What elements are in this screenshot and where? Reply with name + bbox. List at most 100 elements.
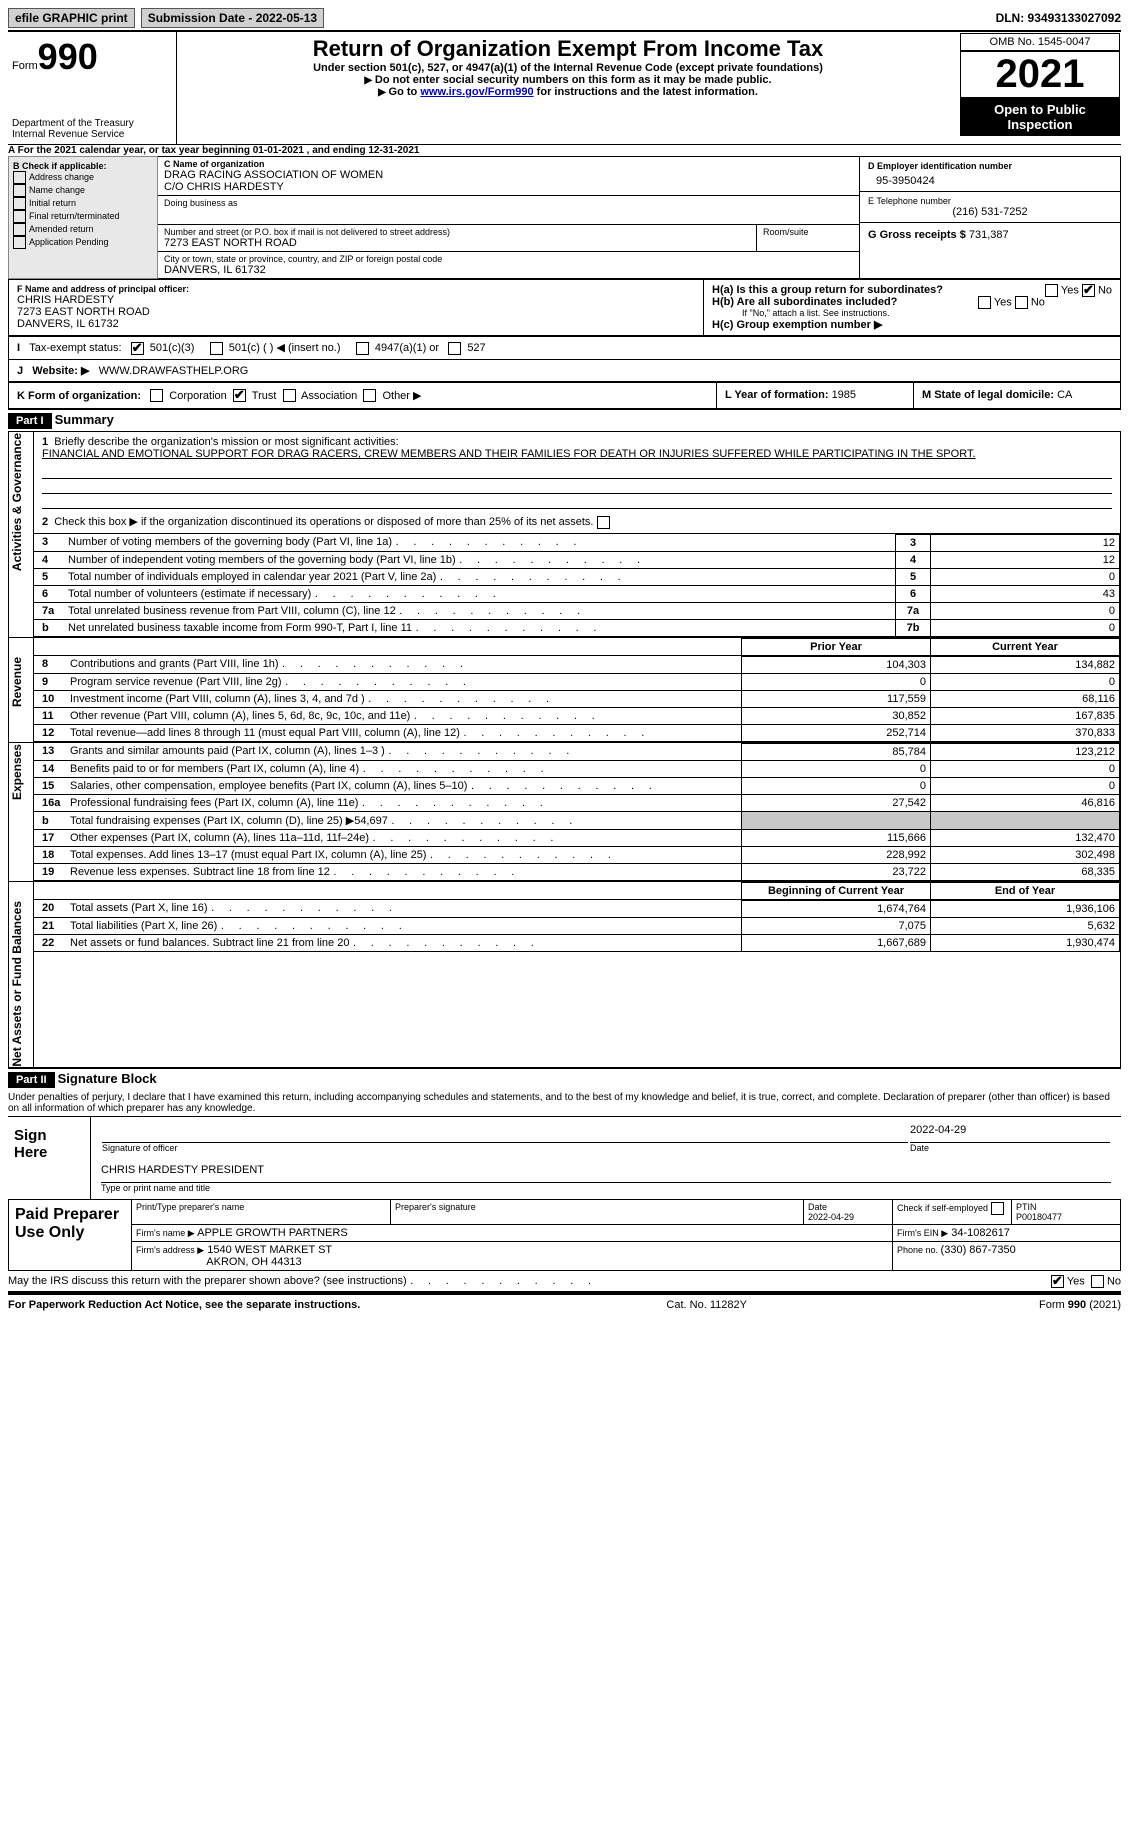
- officer-h-block: F Name and address of principal officer:…: [8, 279, 1121, 336]
- row-prior: 30,852: [742, 707, 931, 724]
- col-prior: Prior Year: [742, 638, 931, 655]
- officer-name: CHRIS HARDESTY: [17, 294, 695, 306]
- self-employed-checkbox[interactable]: [991, 1202, 1004, 1215]
- row-curr: 5,632: [931, 917, 1120, 934]
- discuss-yes-checkbox[interactable]: [1051, 1275, 1064, 1288]
- k-item-label: Other ▶: [382, 390, 421, 402]
- k-l-m-block: K Form of organization: Corporation Trus…: [8, 382, 1121, 410]
- row-prior: 7,075: [742, 917, 931, 934]
- b-checkbox[interactable]: [13, 210, 26, 223]
- b-item-label: Final return/terminated: [29, 211, 120, 221]
- prep-date: 2022-04-29: [808, 1212, 854, 1222]
- side-rev: Revenue: [10, 657, 24, 707]
- year-formation: 1985: [832, 389, 856, 401]
- line2-checkbox[interactable]: [597, 516, 610, 529]
- part2-title: Signature Block: [58, 1071, 157, 1086]
- row-prior: 252,714: [742, 724, 931, 741]
- b-item-label: Amended return: [29, 224, 94, 234]
- col-begin: Beginning of Current Year: [742, 882, 931, 899]
- officer-city: DANVERS, IL 61732: [17, 318, 695, 330]
- line-a: A For the 2021 calendar year, or tax yea…: [8, 144, 1121, 156]
- discuss-no-checkbox[interactable]: [1091, 1275, 1104, 1288]
- k-checkbox[interactable]: [283, 389, 296, 402]
- row-label: Contributions and grants (Part VIII, lin…: [70, 658, 279, 670]
- i-4947-checkbox[interactable]: [356, 342, 369, 355]
- row-curr: 370,833: [931, 724, 1120, 741]
- b-checkbox[interactable]: [13, 236, 26, 249]
- paid-label: Paid Preparer Use Only: [15, 1206, 125, 1242]
- k-label: K Form of organization:: [17, 390, 141, 402]
- line2-label: Check this box ▶ if the organization dis…: [54, 516, 593, 528]
- sig-name: CHRIS HARDESTY PRESIDENT: [101, 1164, 1111, 1183]
- ag-row-boxnum: 5: [896, 568, 931, 585]
- hb-note: If "No," attach a list. See instructions…: [712, 308, 1112, 318]
- row-prior: 1,667,689: [742, 934, 931, 951]
- b-checkbox[interactable]: [13, 171, 26, 184]
- ha-no-checkbox[interactable]: [1082, 284, 1095, 297]
- row-label: Total fundraising expenses (Part IX, col…: [70, 815, 388, 827]
- i-501c-checkbox[interactable]: [210, 342, 223, 355]
- row-label: Program service revenue (Part VIII, line…: [70, 676, 282, 688]
- ag-row-value: 0: [931, 602, 1120, 619]
- org-address: 7273 EAST NORTH ROAD: [164, 237, 750, 249]
- ptin: P00180477: [1016, 1212, 1062, 1222]
- k-checkbox[interactable]: [233, 389, 246, 402]
- b-item-label: Initial return: [29, 198, 76, 208]
- hb-no-checkbox[interactable]: [1015, 296, 1028, 309]
- ag-row-label: Total number of volunteers (estimate if …: [68, 588, 311, 600]
- i-527-checkbox[interactable]: [448, 342, 461, 355]
- efile-button[interactable]: efile GRAPHIC print: [8, 8, 135, 28]
- i-501c3-checkbox[interactable]: [131, 342, 144, 355]
- row-curr: 0: [931, 777, 1120, 794]
- row-label: Professional fundraising fees (Part IX, …: [70, 797, 358, 809]
- ag-row-boxnum: 6: [896, 585, 931, 602]
- mission-text: FINANCIAL AND EMOTIONAL SUPPORT FOR DRAG…: [42, 448, 1112, 460]
- row-label: Total expenses. Add lines 13–17 (must eq…: [70, 849, 426, 861]
- ag-row-value: 12: [931, 534, 1120, 551]
- header-block: Form990 Department of the Treasury Inter…: [8, 32, 1121, 144]
- row-prior: 85,784: [742, 743, 931, 760]
- row-prior: 117,559: [742, 690, 931, 707]
- room-label: Room/suite: [763, 227, 853, 237]
- row-curr: 132,470: [931, 829, 1120, 846]
- i-label: I: [17, 342, 29, 354]
- ag-row-value: 12: [931, 551, 1120, 568]
- b-checkbox[interactable]: [13, 197, 26, 210]
- d-label: D Employer identification number: [868, 161, 1112, 171]
- firm-city: AKRON, OH 44313: [206, 1256, 301, 1268]
- row-curr: [931, 811, 1120, 829]
- row-curr: 134,882: [931, 656, 1120, 673]
- row-curr: 123,212: [931, 743, 1120, 760]
- part1-bar: Part I: [8, 413, 52, 429]
- line1-label: Briefly describe the organization's miss…: [54, 436, 398, 448]
- state-domicile: CA: [1057, 389, 1072, 401]
- omb-number: OMB No. 1545-0047: [960, 33, 1120, 51]
- row-label: Benefits paid to or for members (Part IX…: [70, 763, 359, 775]
- j-label: J: [17, 365, 32, 377]
- m-label: M State of legal domicile:: [922, 389, 1057, 401]
- b-checkbox[interactable]: [13, 223, 26, 236]
- prep-name-label: Print/Type preparer's name: [132, 1200, 391, 1225]
- ag-row-boxnum: 7a: [896, 602, 931, 619]
- row-curr: 68,116: [931, 690, 1120, 707]
- firm-addr: 1540 WEST MARKET ST: [207, 1244, 332, 1256]
- b-item-label: Name change: [29, 185, 85, 195]
- firm-ein: 34-1082617: [951, 1227, 1010, 1239]
- paperwork-notice: For Paperwork Reduction Act Notice, see …: [8, 1299, 360, 1311]
- row-curr: 167,835: [931, 707, 1120, 724]
- ein: 95-3950424: [868, 171, 1112, 187]
- tax-year: 2021: [960, 51, 1120, 98]
- k-checkbox[interactable]: [363, 389, 376, 402]
- k-checkbox[interactable]: [150, 389, 163, 402]
- irs-link[interactable]: www.irs.gov/Form990: [420, 86, 533, 98]
- submission-date: Submission Date - 2022-05-13: [141, 8, 324, 28]
- hb-yes-checkbox[interactable]: [978, 296, 991, 309]
- b-checkbox[interactable]: [13, 184, 26, 197]
- self-employed-label: Check if self-employed: [897, 1203, 988, 1213]
- firm-name: APPLE GROWTH PARTNERS: [197, 1227, 348, 1239]
- ha-yes-checkbox[interactable]: [1045, 284, 1058, 297]
- ag-row-label: Net unrelated business taxable income fr…: [68, 622, 412, 634]
- org-name-co: C/O CHRIS HARDESTY: [164, 181, 853, 193]
- side-ag: Activities & Governance: [10, 433, 24, 571]
- row-label: Revenue less expenses. Subtract line 18 …: [70, 866, 330, 878]
